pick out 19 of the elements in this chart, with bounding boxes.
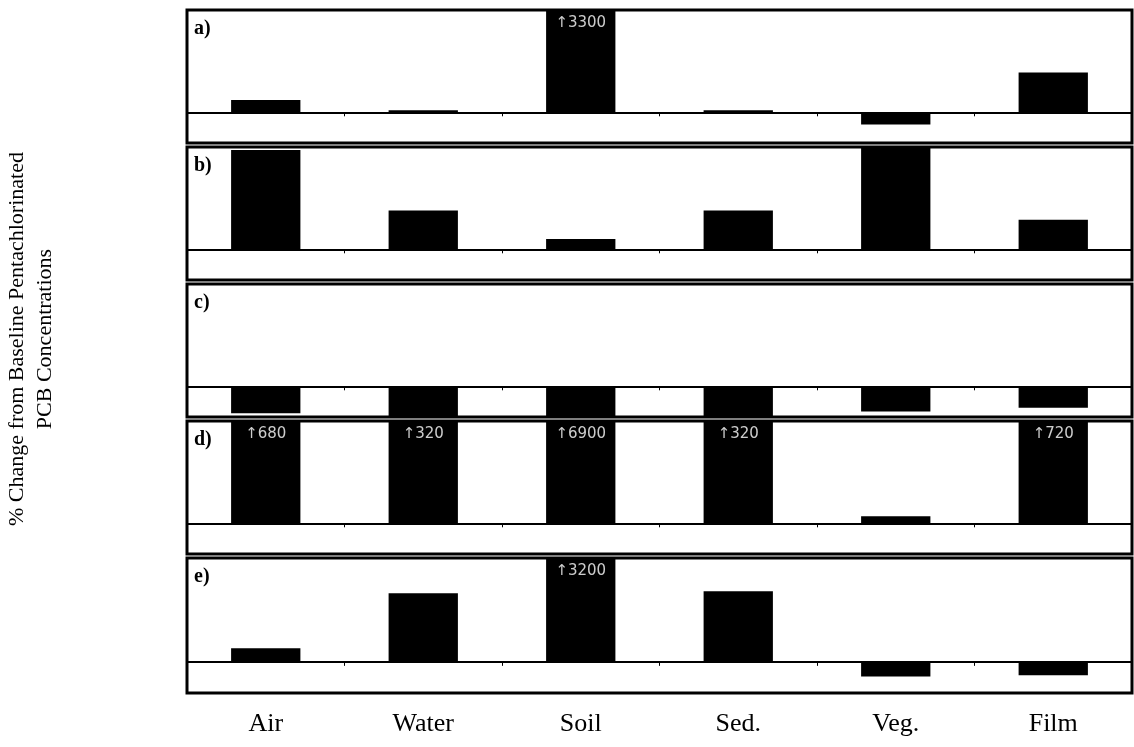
x-tick-label: Water <box>392 707 455 737</box>
annotation: ↑320 <box>717 423 759 442</box>
x-tick-label: Soil <box>559 707 602 737</box>
chart-title: e) <box>194 564 210 587</box>
annotation: ↑3300 <box>555 12 607 31</box>
annotation: ↑320 <box>402 423 444 442</box>
x-tick-label: Veg. <box>872 707 920 737</box>
x-tick-label: Sed. <box>715 707 761 737</box>
x-tick-label: Film <box>1028 707 1078 737</box>
y-axis-title: % Change from Baseline Pentachlorinated PCB Concentrations <box>2 150 57 528</box>
x-tick-label: Air <box>248 707 284 737</box>
chart-title: d) <box>194 427 212 450</box>
annotation: ↑680 <box>245 423 287 442</box>
chart-title: b) <box>194 153 212 176</box>
annotation: ↑720 <box>1032 423 1074 442</box>
annotation: ↑3200 <box>555 560 607 579</box>
chart-title: a) <box>194 16 211 39</box>
chart-title: c) <box>194 290 210 313</box>
annotation: ↑6900 <box>555 423 607 442</box>
